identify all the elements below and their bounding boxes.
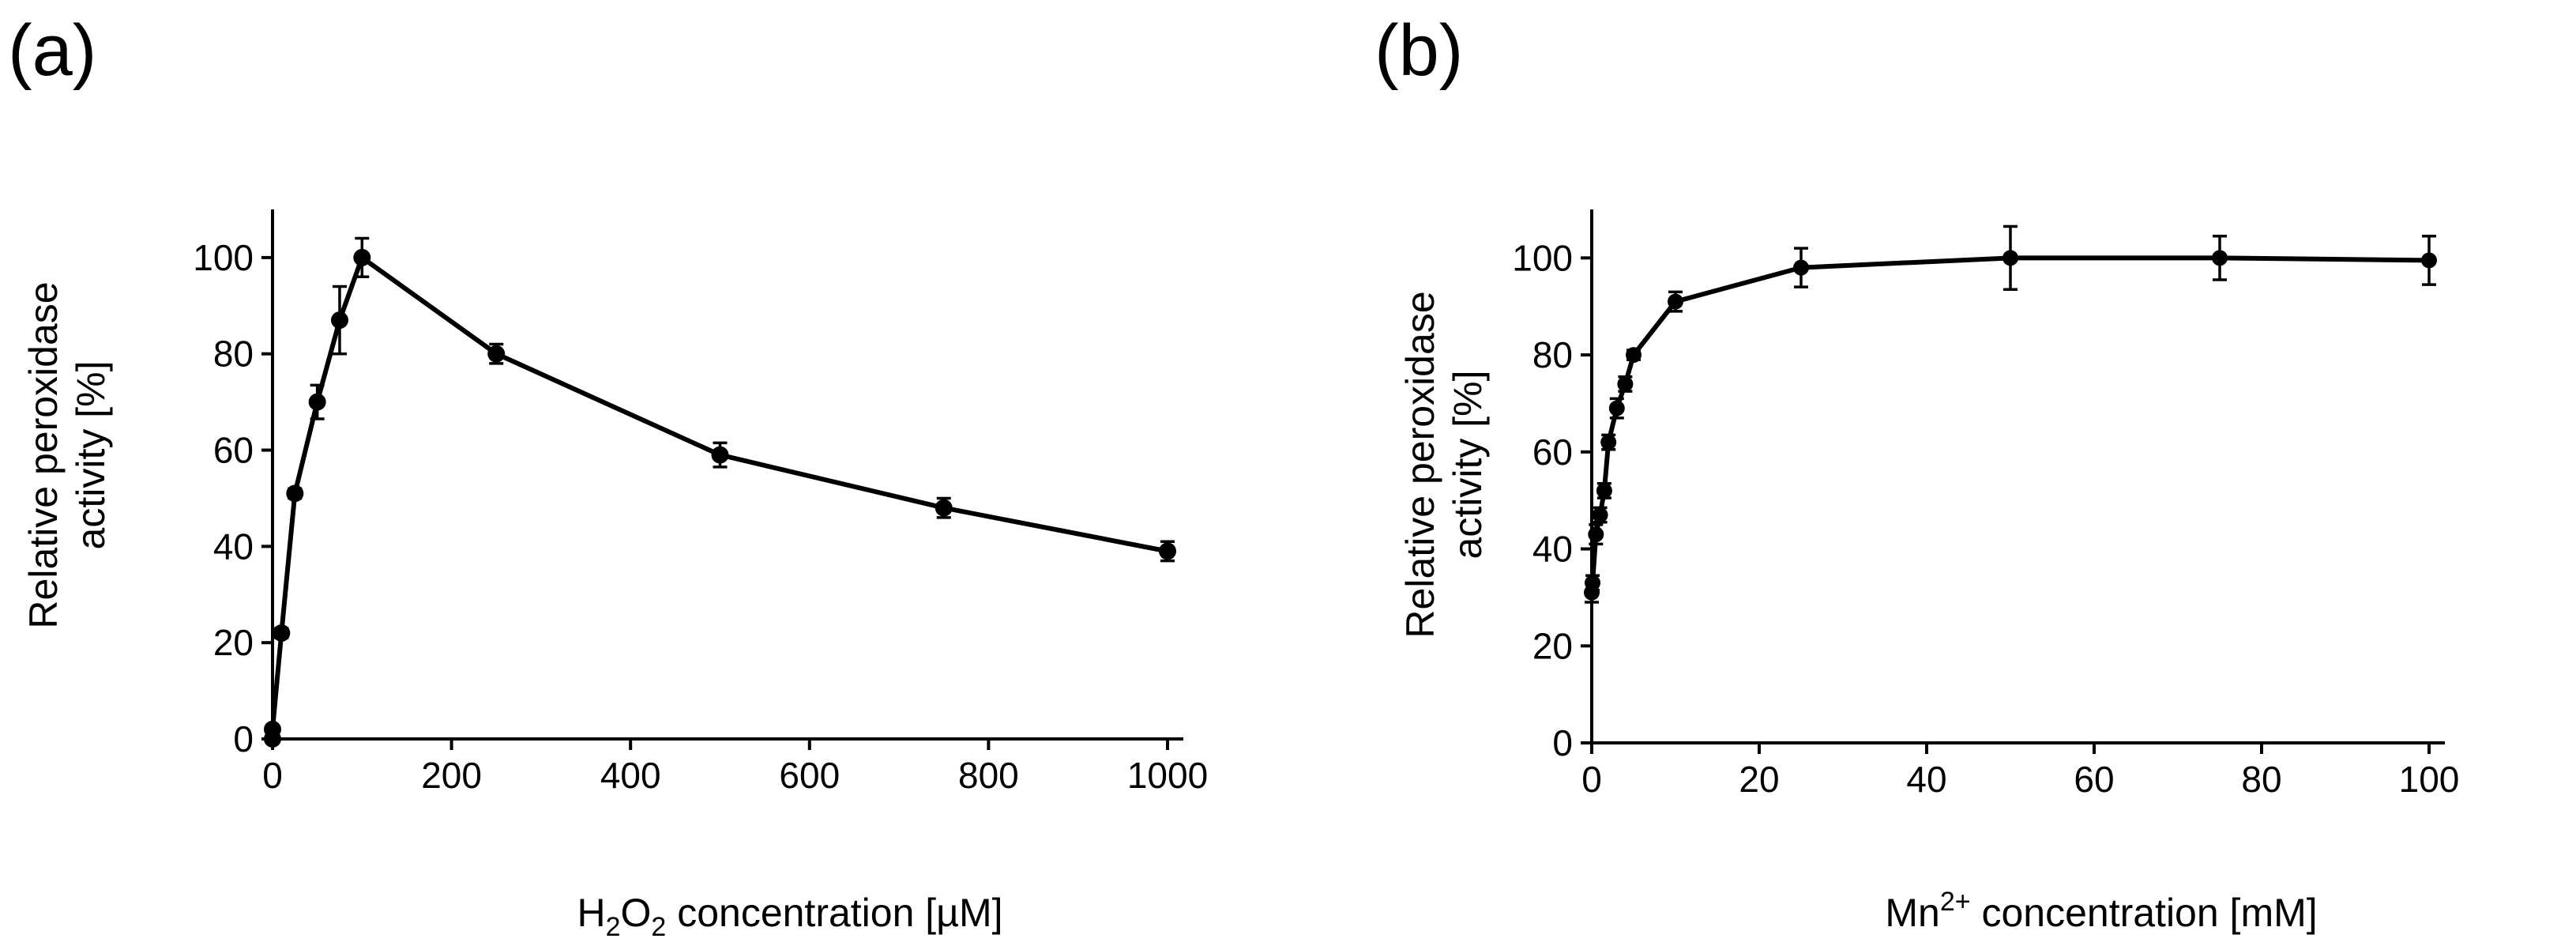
panel-a-data-point (273, 624, 291, 642)
panel-b-data-point (1608, 400, 1625, 416)
panel-b-axes: 0 20 40 60 80 100 0 20 40 60 80 100 (1512, 209, 2459, 800)
panel-b-y-tick-label: 20 (1532, 625, 1573, 666)
panel-b-data-point (1668, 293, 1683, 310)
panel-b-series-line (1589, 255, 2430, 594)
panel-a-ylabel: Relative peroxidase activity [%] (21, 281, 113, 628)
panel-b-ylabel-line2: activity [%] (1446, 371, 1490, 560)
panel-a-y-tick-label: 60 (213, 430, 254, 471)
panel-a-data-point (264, 720, 281, 738)
panel-a-label: (a) (8, 10, 96, 91)
panel-b-xlabel-prefix: Mn (1885, 891, 1939, 935)
panel-b-label: (b) (1374, 10, 1463, 91)
panel-b-data-point (1585, 575, 1601, 591)
panel-a-xlabel-sub2: 2 (651, 912, 666, 942)
panel-a-data-point (1159, 542, 1176, 560)
panel-b-x-tick-label: 80 (2241, 759, 2281, 800)
panel-b-xlabel-sup: 2+ (1940, 887, 1971, 917)
panel-a-data-point (353, 248, 371, 266)
panel-a-y-tick-label: 0 (233, 718, 254, 759)
panel-a-x-tick-label: 800 (958, 755, 1019, 796)
panel-a-x-tick-label: 1000 (1127, 755, 1208, 796)
panel-a-xlabel-prefix: H (577, 891, 605, 935)
panel-b-data-point (2212, 250, 2228, 266)
panel-b-y-tick-label: 100 (1512, 237, 1573, 278)
panel-b-y-tick-label: 0 (1552, 722, 1573, 763)
panel-a-x-tick-label: 200 (421, 755, 482, 796)
panel-b-data-point (1626, 347, 1641, 364)
panel-a-xlabel-mid: O (620, 891, 651, 935)
panel-a-y-tick-label: 100 (193, 237, 254, 278)
panel-b-y-tick-label: 40 (1532, 529, 1573, 570)
panel-a-y-tick-label: 40 (213, 526, 254, 567)
panel-a-data-point (286, 484, 304, 503)
panel-b-data-point (1596, 482, 1612, 499)
panel-a-data-point (487, 345, 506, 363)
panel-a-y-tick-label: 80 (213, 334, 254, 375)
panel-b-xlabel: Mn2+ concentration [mM] (1885, 887, 2317, 935)
panel-b-series (1584, 224, 2437, 604)
panel-a-xlabel-sub1: 2 (606, 912, 621, 942)
panel-b-y-tick-label: 80 (1532, 334, 1573, 375)
panel-a-series (264, 236, 1176, 748)
panel-b-y-tick-label: 60 (1532, 432, 1573, 473)
panel-a-ylabel-line2: activity [%] (69, 361, 113, 550)
panel-b-data-point (1617, 375, 1634, 392)
panel-b-ylabel-line1: Relative peroxidase (1398, 291, 1442, 638)
panel-b-ylabel: Relative peroxidase activity [%] (1398, 291, 1490, 638)
panel-a-ylabel-line1: Relative peroxidase (21, 281, 66, 628)
panel-b-data-point (2421, 252, 2437, 269)
panel-a-x-tick-label: 400 (600, 755, 661, 796)
panel-b: (b) 0 20 40 60 80 100 0 20 40 60 80 100 Relative pe… (1374, 10, 2459, 935)
panel-a-xlabel-suffix: concentration [µM] (666, 891, 1002, 935)
panel-a-data-point (935, 499, 953, 517)
panel-a-data-point (308, 393, 326, 411)
panel-b-x-tick-label: 20 (1739, 759, 1779, 800)
panel-a-xlabel: H2O2 concentration [µM] (577, 891, 1002, 942)
panel-a-x-tick-label: 0 (262, 755, 283, 796)
panel-b-data-point (1588, 526, 1604, 543)
panel-b-data-point (1600, 434, 1617, 450)
panel-b-xlabel-suffix: concentration [mM] (1971, 891, 2318, 935)
panel-a-data-point (330, 311, 348, 330)
panel-a-y-tick-label: 20 (213, 622, 254, 663)
panel-b-data-point (1592, 507, 1608, 523)
panel-b-x-tick-label: 60 (2074, 759, 2114, 800)
panel-b-x-tick-label: 40 (1906, 759, 1946, 800)
panel-a-x-tick-label: 600 (779, 755, 840, 796)
panel-b-x-tick-label: 0 (1581, 759, 1602, 800)
panel-b-data-point (2003, 250, 2018, 266)
panel-a-series-line (270, 254, 1168, 739)
panel-b-x-tick-label: 100 (2399, 759, 2460, 800)
panel-b-data-point (1793, 259, 1809, 276)
panel-a-data-point (711, 446, 729, 464)
